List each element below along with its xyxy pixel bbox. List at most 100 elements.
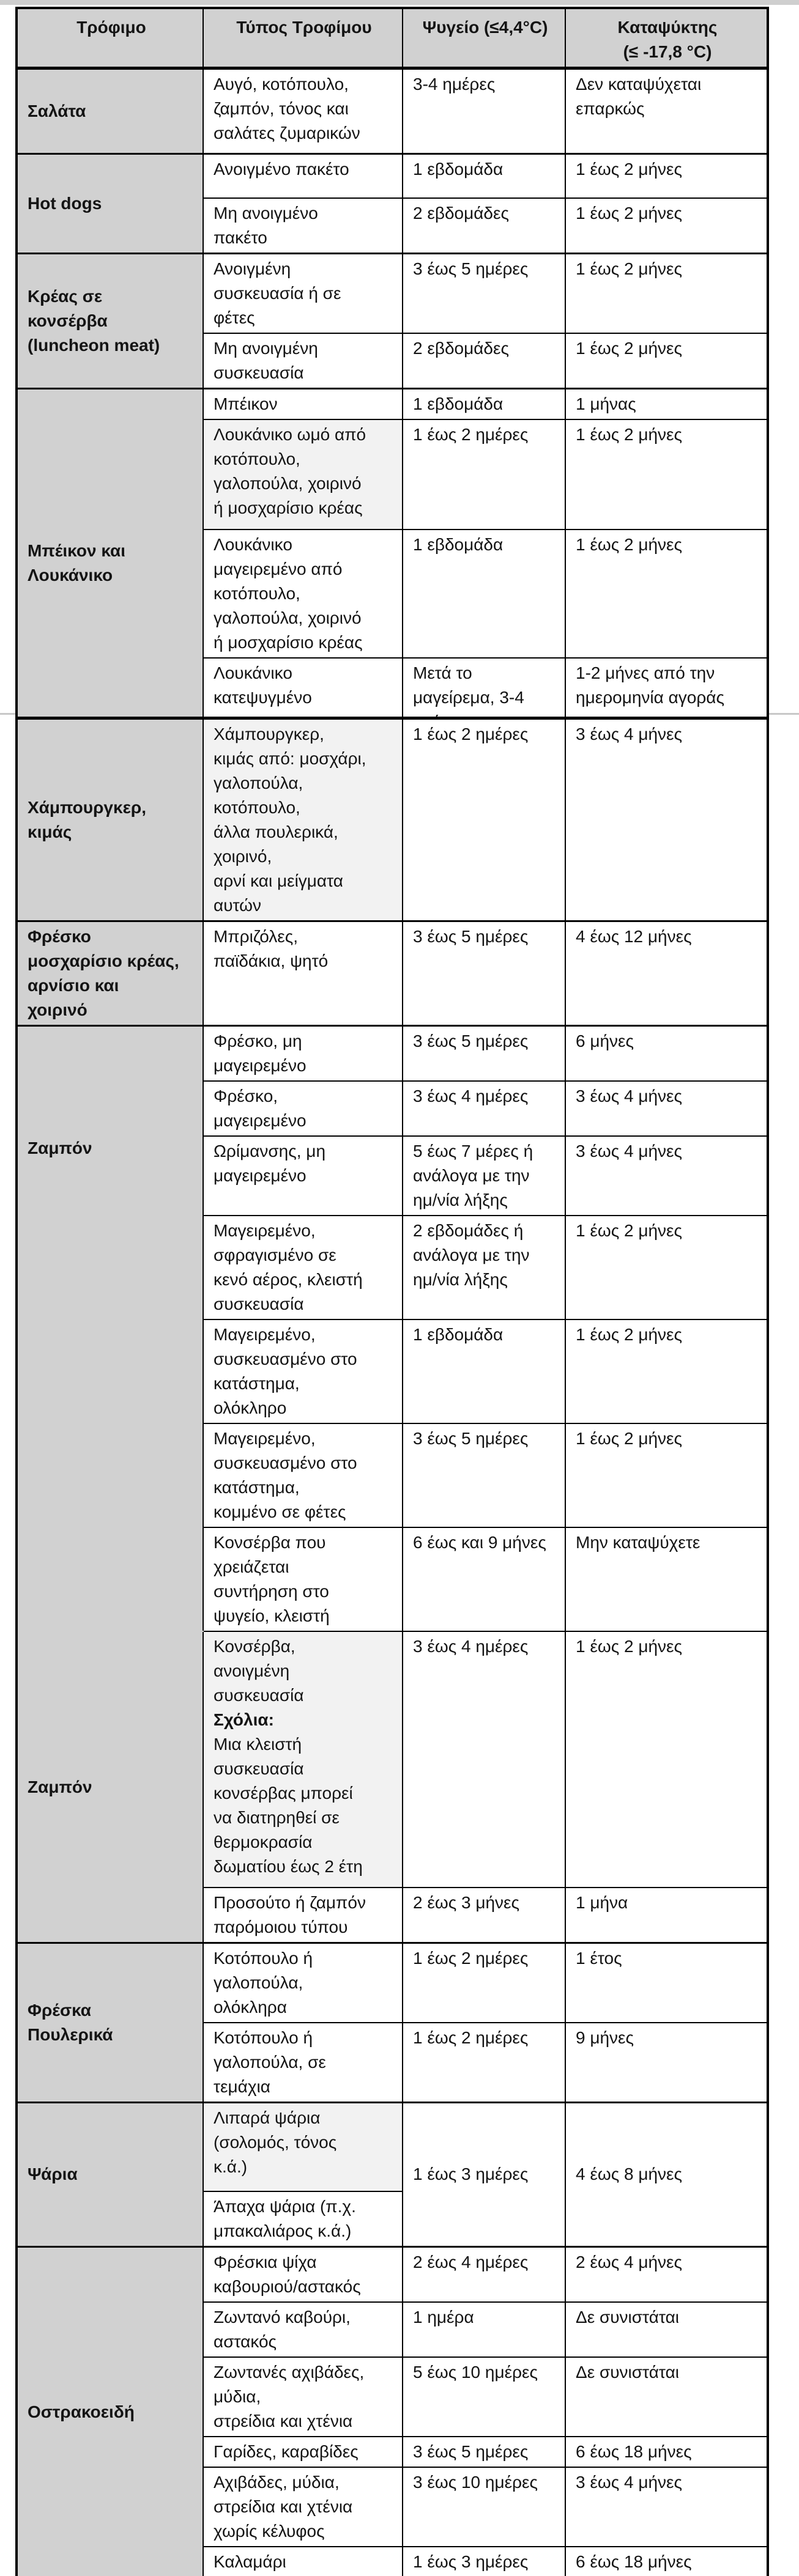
food-group-cell: Φρέσκα Πουλερικά — [16, 1942, 204, 2103]
freezer-cell: 6 έως 18 μήνες — [565, 2545, 768, 2576]
table-row: Αχιβάδες, μύδια, στρείδια και χτένια χωρ… — [17, 2466, 768, 2547]
table-row: Μπέικον και Λουκάνικο Μπέικον 1 εβδομάδα 1 … — [16, 387, 768, 739]
freezer-cell: 1 μήνα — [565, 1887, 768, 1944]
table-row: Φρέσκο, μαγειρεμένο 3 έως 4 ημέρες 3 έως 4… — [17, 1080, 768, 1137]
type-cell: Αυγό, κοτόπουλο, ζαμπόν, τόνος και σαλάτ… — [203, 67, 403, 155]
table-row: Γαρίδες, καραβίδες 3 έως 5 ημέρες 6 έως 18… — [17, 2435, 768, 2468]
freezer-cell: 1 έως 2 μήνες — [565, 332, 768, 389]
freezer-cell: 6 έως 18 μήνες — [565, 2435, 768, 2468]
type-text: Ανοιγμένη συσκευασία ή σε φέτες — [214, 259, 341, 327]
freezer-cell: 4 έως 12 μήνες — [565, 920, 768, 1027]
page-top-edge — [0, 0, 799, 5]
type-text: Φρέσκο, μη μαγειρεμένο — [214, 1032, 307, 1075]
table-row: Λουκάνικο μαγειρεμένο από κοτόπουλο, γαλ… — [17, 528, 768, 659]
storage-table-part-1: Τρόφιμο Τύπος Τροφίμου Ψυγείο (≤4,4°C) Κ… — [15, 7, 769, 740]
type-text: Μη ανοιγμένη συσκευασία — [214, 338, 318, 382]
type-text: Κοτόπουλο ή γαλοπούλα, σε τεμάχια — [214, 2028, 326, 2096]
freezer-cell: 3 έως 4 μήνες — [565, 1080, 768, 1137]
food-group-label: Κρέας σε κονσέρβα (luncheon meat) — [28, 286, 160, 355]
table-row: Μαγειρεμένο, συσκευασμένο στο κατάστημα,… — [17, 1319, 768, 1424]
food-group-cell: Ζαμπόν — [16, 1631, 204, 1944]
type-cell: Ανοιγμένο πακέτο — [203, 153, 403, 199]
type-cell: Μη ανοιγμένο πακέτο — [203, 197, 403, 254]
table-row: Hot dogs Ανοιγμένο πακέτο 1 εβδομάδα 1 έως … — [16, 153, 768, 254]
table-row: Ψάρια Λιπαρά ψάρια (σολομός, τόνος κ.ά.) 1… — [16, 2102, 768, 2247]
type-cell: Ωρίμανσης, μη μαγειρεμένο — [203, 1135, 403, 1216]
freezer-cell: 1 έως 2 μήνες — [565, 528, 768, 659]
freezer-cell: 1 έτος — [565, 1942, 768, 2023]
table-row: Μη ανοιγμένη συσκευασία 2 εβδομάδες 1 έως … — [17, 332, 768, 389]
table-row: Καλαμάρι 1 έως 3 ημέρες 6 έως 18 μήνες — [17, 2545, 768, 2576]
fridge-cell: 1 έως 2 ημέρες — [402, 418, 566, 530]
food-group-cell: Κρέας σε κονσέρβα (luncheon meat) — [16, 252, 204, 389]
type-cell: Φρέσκια ψίχα καβουριού/αστακός — [203, 2245, 403, 2303]
food-group-label: Φρέσκα Πουλερικά — [28, 2001, 113, 2044]
table-row: Ζαμπόν Φρέσκο, μη μαγειρεμένο 3 έως 5 ημέρ… — [16, 1025, 768, 1632]
type-cell: Μαγειρεμένο, σφραγισμένο σε κενό αέρος, … — [203, 1215, 403, 1320]
col-header-fridge: Ψυγείο (≤4,4°C) — [402, 7, 566, 70]
type-cell: Μπέικον — [203, 387, 403, 420]
type-text: Μη ανοιγμένο πακέτο — [214, 203, 318, 247]
type-text: Φρέσκια ψίχα καβουριού/αστακός — [214, 2252, 361, 2296]
fridge-cell: 1 εβδομάδα — [402, 387, 566, 420]
fridge-cell: 1 εβδομάδα — [402, 528, 566, 659]
type-text: Κοτόπουλο ή γαλοπούλα, ολόκληρα — [214, 1949, 313, 2017]
type-cell: Λουκάνικο μαγειρεμένο από κοτόπουλο, γαλ… — [203, 528, 403, 659]
freezer-cell: 1 έως 2 μήνες — [565, 197, 768, 254]
type-cell: Κονσέρβα, ανοιγμένη συσκευασία Σχόλια: Μια… — [203, 1631, 403, 1888]
fridge-cell: 3-4 ημέρες — [402, 67, 566, 155]
freezer-cell: 1 έως 2 μήνες — [565, 153, 768, 199]
fridge-cell: 1 έως 2 ημέρες — [402, 1942, 566, 2023]
type-text: Καλαμάρι — [214, 2552, 286, 2571]
type-cell: Αχιβάδες, μύδια, στρείδια και χτένια χωρ… — [203, 2466, 403, 2547]
food-group-cell: Φρέσκο μοσχαρίσιο κρέας, αρνίσιο και χοι… — [16, 920, 204, 1027]
fridge-cell: 1 έως 2 ημέρες — [402, 2022, 566, 2103]
fridge-cell: 3 έως 4 ημέρες — [402, 1080, 566, 1137]
type-cell: Λιπαρά ψάρια (σολομός, τόνος κ.ά.) — [203, 2102, 403, 2192]
freezer-cell: 3 έως 4 μήνες — [565, 2466, 768, 2547]
type-text: Ζωντανό καβούρι, αστακός — [214, 2307, 351, 2351]
table-row: Μαγειρεμένο, σφραγισμένο σε κενό αέρος, … — [17, 1215, 768, 1320]
freezer-cell: 4 έως 8 μήνες — [565, 2102, 768, 2247]
fridge-cell: 1 εβδομάδα — [402, 153, 566, 199]
fridge-cell: 3 έως 4 ημέρες — [402, 1631, 566, 1888]
freezer-cell: 3 έως 4 μήνες — [565, 717, 768, 922]
freezer-cell: 1 έως 2 μήνες — [565, 1423, 768, 1528]
table-row: Μαγειρεμένο, συσκευασμένο στο κατάστημα,… — [17, 1423, 768, 1528]
table-row: Ζωντανό καβούρι, αστακός 1 ημέρα Δε συνιστ… — [17, 2301, 768, 2358]
type-cell: Φρέσκο, μαγειρεμένο — [203, 1080, 403, 1137]
type-text: Μαγειρεμένο, συσκευασμένο στο κατάστημα,… — [214, 1429, 357, 1521]
freezer-cell: 1 έως 2 μήνες — [565, 252, 768, 334]
type-text: Μαγειρεμένο, συσκευασμένο στο κατάστημα,… — [214, 1325, 357, 1417]
food-group-cell: Ψάρια — [16, 2102, 204, 2247]
fridge-cell: 2 εβδομάδες — [402, 332, 566, 389]
type-cell: Κονσέρβα που χρειάζεται συντήρηση στο ψυ… — [203, 1527, 403, 1632]
table-row: Κρέας σε κονσέρβα (luncheon meat) Ανοιγμέ… — [16, 252, 768, 389]
freezer-cell: 6 μήνες — [565, 1025, 768, 1082]
freezer-cell: Δε συνιστάται — [565, 2356, 768, 2437]
freezer-cell: 2 έως 4 μήνες — [565, 2245, 768, 2303]
type-cell: Ζωντανές αχιβάδες, μύδια, στρείδια και χ… — [203, 2356, 403, 2437]
type-text: Αυγό, κοτόπουλο, ζαμπόν, τόνος και σαλάτ… — [214, 75, 360, 142]
food-group-label: Χάμπουργκερ, κιμάς — [28, 798, 146, 841]
food-group-cell: Σαλάτα — [16, 67, 204, 155]
freezer-cell: 1 έως 2 μήνες — [565, 1215, 768, 1320]
fridge-cell: 1 έως 3 ημέρες — [402, 2102, 566, 2247]
comments-label: Σχόλια: — [214, 1710, 274, 1729]
food-group-label: Οστρακοειδή — [28, 2402, 135, 2421]
type-text: Μαγειρεμένο, σφραγισμένο σε κενό αέρος, … — [214, 1221, 363, 1313]
fridge-cell: 2 έως 4 ημέρες — [402, 2245, 566, 2303]
freezer-cell: 1 έως 2 μήνες — [565, 1319, 768, 1424]
storage-table-part-2: Χάμπουργκερ, κιμάς Χάμπουργκερ, κιμάς από… — [15, 717, 769, 2576]
type-text: Μπέικον — [214, 394, 278, 413]
food-group-cell: Χάμπουργκερ, κιμάς — [16, 717, 204, 922]
food-group-cell: Hot dogs — [16, 153, 204, 254]
type-cell: Ανοιγμένη συσκευασία ή σε φέτες — [203, 252, 403, 334]
freezer-cell: 1 έως 2 μήνες — [565, 418, 768, 530]
freezer-cell: Δεν καταψύχεται επαρκώς — [565, 67, 768, 155]
food-group-label: Ζαμπόν — [28, 1139, 92, 1157]
food-group-label: Μπέικον και Λουκάνικο — [28, 541, 125, 585]
freezer-cell: 9 μήνες — [565, 2022, 768, 2103]
table-row: Χάμπουργκερ, κιμάς Χάμπουργκερ, κιμάς από… — [16, 717, 768, 922]
